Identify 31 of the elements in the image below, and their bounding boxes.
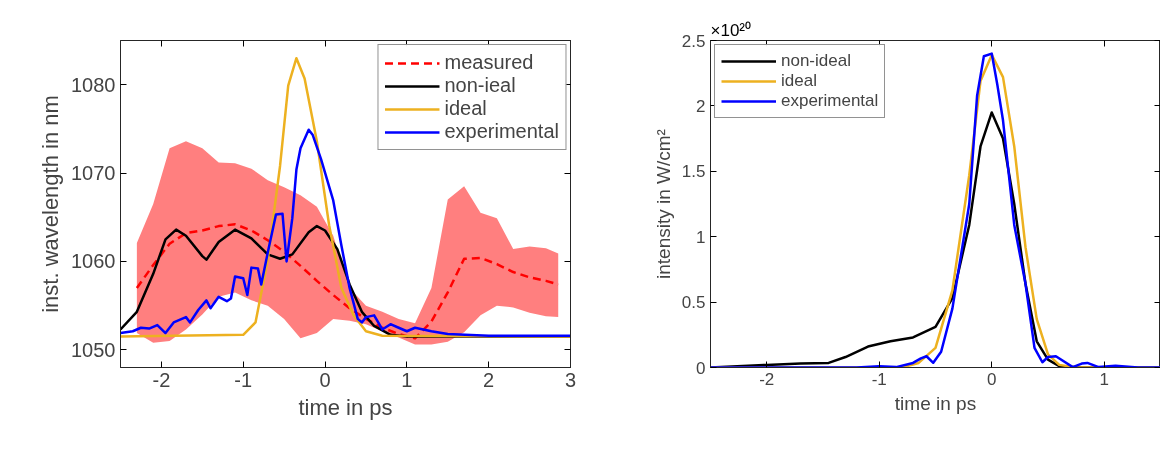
x-axis-title: time in ps: [894, 392, 977, 414]
x-tick-label: 0: [987, 369, 997, 389]
x-tick-label: 2: [483, 368, 495, 391]
x-tick-label: -2: [152, 368, 171, 391]
y-tick-label: 2.5: [681, 31, 706, 51]
x-tick-label: 1: [1099, 369, 1109, 389]
y-tick-label: 0.5: [681, 293, 706, 313]
legend-label: experimental: [444, 120, 559, 143]
x-tick-label: -2: [759, 369, 775, 389]
y-tick-label: 1: [696, 227, 706, 247]
x-tick-label: 0: [319, 368, 331, 391]
x-tick-label: 3: [564, 368, 577, 391]
y-tick-label: 1080: [71, 73, 116, 96]
legend-label: non-ieal: [444, 74, 516, 97]
x-axis-title: time in ps: [298, 394, 393, 420]
x-tick-label: -1: [871, 369, 887, 389]
legend-label: experimental: [781, 91, 879, 111]
x-tick-label: 1: [401, 368, 413, 391]
x-tick-label: -1: [234, 368, 253, 391]
legend-label: measured: [444, 51, 534, 74]
legend-label: non-ideal: [781, 51, 851, 71]
y-tick-label: 2: [696, 96, 706, 116]
legend-label: ideal: [444, 97, 487, 120]
text: ×10²⁰: [710, 20, 751, 40]
y-axis-title: intensity in W/cm²: [652, 129, 674, 279]
y-tick-label: 1060: [71, 250, 116, 273]
y-tick-label: 1050: [71, 338, 116, 361]
y-axis-title: inst. wavelength in nm: [38, 95, 64, 313]
y-tick-label: 1.5: [681, 162, 706, 182]
legend-label: ideal: [781, 71, 817, 91]
y-tick-label: 1070: [71, 162, 116, 185]
